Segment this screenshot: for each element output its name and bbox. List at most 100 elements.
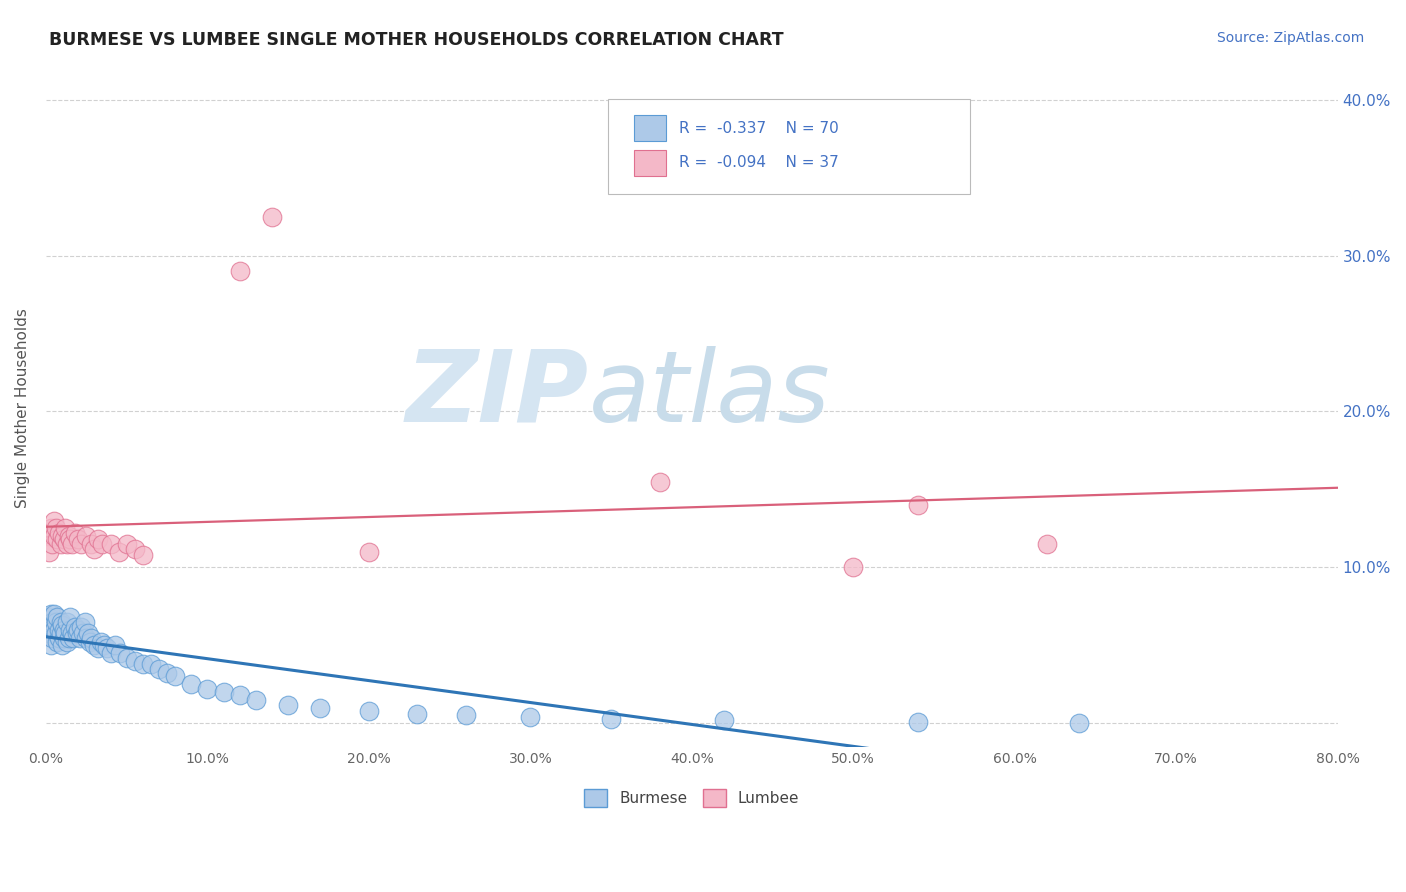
Point: [139, 657, 162, 671]
Legend: Burmese, Lumbee: Burmese, Lumbee: [578, 783, 806, 814]
Point: [45, 615, 67, 629]
Point: [90, 635, 112, 649]
Point: [86, 533, 108, 547]
Point: [51, 638, 73, 652]
Point: [83, 638, 105, 652]
Point: [70, 537, 93, 551]
Point: [165, 669, 187, 683]
Point: [70, 619, 93, 633]
Point: [1069, 716, 1091, 731]
Point: [907, 498, 929, 512]
Point: [39, 521, 62, 535]
Point: [1036, 537, 1059, 551]
Point: [115, 650, 138, 665]
Text: ZIP: ZIP: [405, 345, 589, 442]
Point: [42, 514, 65, 528]
Point: [52, 631, 75, 645]
Point: [66, 625, 89, 640]
Point: [45, 625, 67, 640]
Point: [124, 541, 146, 556]
Point: [56, 615, 79, 629]
Point: [75, 529, 97, 543]
Point: [124, 654, 146, 668]
Point: [80, 631, 103, 645]
Point: [197, 681, 219, 696]
Point: [228, 264, 250, 278]
Point: [132, 657, 155, 671]
FancyBboxPatch shape: [634, 115, 666, 141]
Point: [245, 693, 267, 707]
Point: [46, 610, 69, 624]
Y-axis label: Single Mother Households: Single Mother Households: [15, 308, 30, 508]
Point: [156, 666, 179, 681]
Point: [277, 698, 299, 712]
Point: [53, 625, 76, 640]
Point: [713, 713, 735, 727]
Point: [73, 615, 96, 629]
Point: [260, 210, 283, 224]
Point: [93, 638, 115, 652]
Point: [38, 610, 60, 624]
Point: [38, 545, 60, 559]
Point: [519, 710, 541, 724]
Point: [51, 618, 73, 632]
Point: [63, 526, 86, 541]
Point: [46, 533, 69, 547]
Point: [62, 631, 84, 645]
Point: [42, 529, 65, 543]
Point: [115, 537, 138, 551]
Point: [212, 685, 235, 699]
Point: [91, 537, 114, 551]
Point: [49, 537, 72, 551]
Point: [37, 619, 59, 633]
Point: [180, 677, 202, 691]
Point: [60, 537, 83, 551]
Point: [406, 706, 429, 721]
Point: [309, 700, 332, 714]
Point: [907, 714, 929, 729]
Point: [59, 623, 82, 637]
Point: [75, 631, 97, 645]
Point: [69, 631, 91, 645]
Point: [104, 638, 127, 652]
Point: [52, 623, 75, 637]
Point: [842, 560, 865, 574]
Point: [107, 545, 129, 559]
Point: [45, 521, 67, 535]
Text: BURMESE VS LUMBEE SINGLE MOTHER HOUSEHOLDS CORRELATION CHART: BURMESE VS LUMBEE SINGLE MOTHER HOUSEHOL…: [49, 31, 783, 49]
Point: [56, 635, 79, 649]
FancyBboxPatch shape: [634, 150, 666, 176]
Point: [56, 537, 79, 551]
Point: [53, 521, 76, 535]
Point: [37, 529, 59, 543]
Point: [80, 537, 103, 551]
Point: [96, 641, 118, 656]
Point: [67, 533, 90, 547]
Text: R =  -0.094    N = 37: R = -0.094 N = 37: [679, 155, 838, 170]
Point: [79, 635, 101, 649]
Point: [100, 537, 122, 551]
Point: [600, 712, 623, 726]
Point: [60, 625, 83, 640]
Point: [41, 631, 63, 645]
Point: [48, 631, 70, 645]
Point: [39, 638, 62, 652]
Point: [42, 607, 65, 621]
Point: [52, 533, 75, 547]
Point: [454, 708, 477, 723]
Point: [86, 641, 108, 656]
Point: [39, 607, 62, 621]
Point: [72, 625, 94, 640]
Point: [49, 615, 72, 629]
Point: [357, 704, 380, 718]
Point: [42, 623, 65, 637]
Text: Source: ZipAtlas.com: Source: ZipAtlas.com: [1216, 31, 1364, 45]
Point: [148, 662, 170, 676]
Point: [132, 548, 155, 562]
Point: [58, 631, 80, 645]
Point: [38, 625, 60, 640]
Text: R =  -0.337    N = 70: R = -0.337 N = 70: [679, 120, 838, 136]
Text: atlas: atlas: [589, 345, 830, 442]
Point: [100, 646, 122, 660]
Point: [67, 623, 90, 637]
